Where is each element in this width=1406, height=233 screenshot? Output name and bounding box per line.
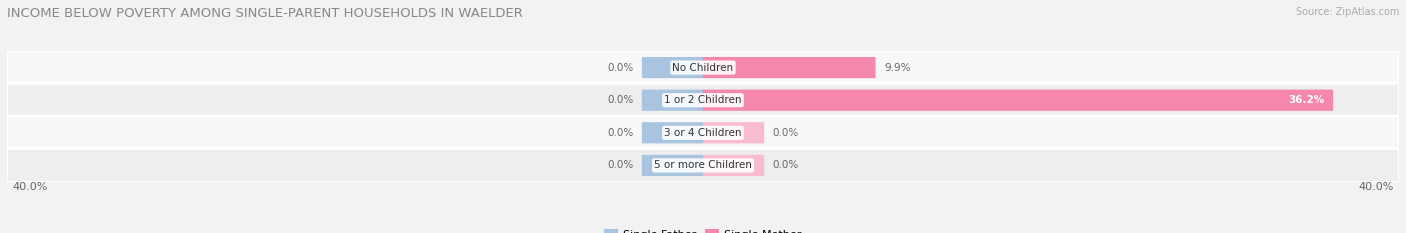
Text: INCOME BELOW POVERTY AMONG SINGLE-PARENT HOUSEHOLDS IN WAELDER: INCOME BELOW POVERTY AMONG SINGLE-PARENT… bbox=[7, 7, 523, 20]
Text: 1 or 2 Children: 1 or 2 Children bbox=[664, 95, 742, 105]
Text: 0.0%: 0.0% bbox=[607, 95, 633, 105]
Legend: Single Father, Single Mother: Single Father, Single Mother bbox=[600, 225, 806, 233]
Text: 0.0%: 0.0% bbox=[773, 128, 799, 138]
FancyBboxPatch shape bbox=[703, 57, 876, 78]
FancyBboxPatch shape bbox=[643, 122, 703, 143]
FancyBboxPatch shape bbox=[643, 90, 703, 111]
Text: 5 or more Children: 5 or more Children bbox=[654, 161, 752, 170]
FancyBboxPatch shape bbox=[7, 148, 1399, 182]
Text: 9.9%: 9.9% bbox=[884, 63, 911, 72]
FancyBboxPatch shape bbox=[703, 90, 1333, 111]
Text: Source: ZipAtlas.com: Source: ZipAtlas.com bbox=[1295, 7, 1399, 17]
Text: 40.0%: 40.0% bbox=[1358, 182, 1393, 192]
FancyBboxPatch shape bbox=[7, 51, 1399, 85]
FancyBboxPatch shape bbox=[7, 116, 1399, 150]
Text: 36.2%: 36.2% bbox=[1288, 95, 1324, 105]
FancyBboxPatch shape bbox=[643, 155, 703, 176]
Text: 0.0%: 0.0% bbox=[607, 161, 633, 170]
Text: 0.0%: 0.0% bbox=[607, 128, 633, 138]
FancyBboxPatch shape bbox=[703, 122, 763, 143]
Text: No Children: No Children bbox=[672, 63, 734, 72]
Text: 0.0%: 0.0% bbox=[773, 161, 799, 170]
Text: 3 or 4 Children: 3 or 4 Children bbox=[664, 128, 742, 138]
FancyBboxPatch shape bbox=[7, 83, 1399, 117]
FancyBboxPatch shape bbox=[703, 155, 763, 176]
Text: 40.0%: 40.0% bbox=[13, 182, 48, 192]
FancyBboxPatch shape bbox=[643, 57, 703, 78]
Text: 0.0%: 0.0% bbox=[607, 63, 633, 72]
